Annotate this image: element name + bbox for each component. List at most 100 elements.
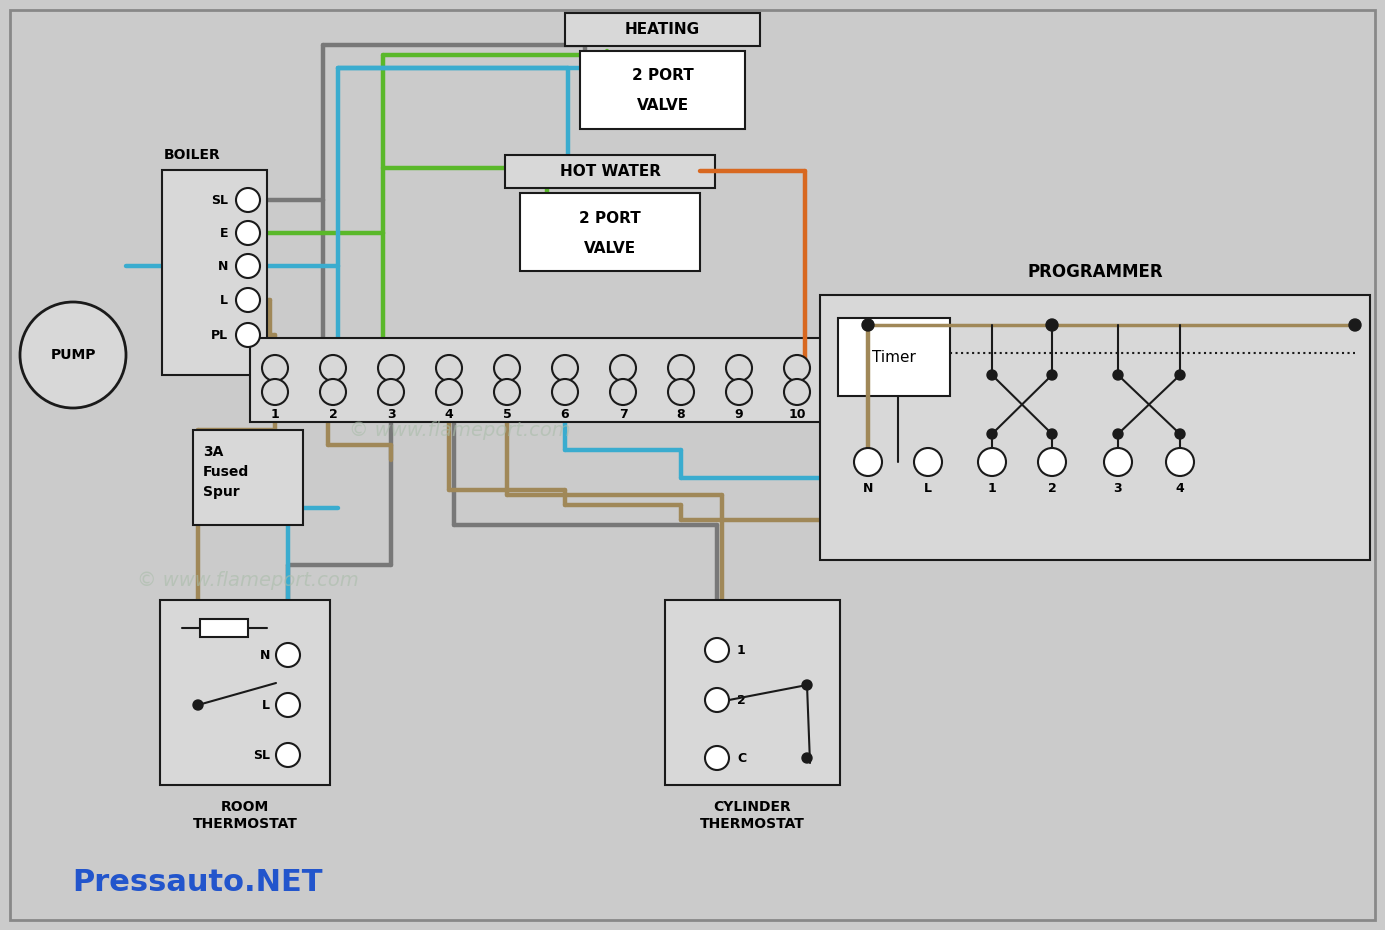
- Circle shape: [861, 319, 874, 331]
- Text: C: C: [737, 751, 747, 764]
- Text: E: E: [219, 227, 229, 240]
- Text: 4: 4: [445, 408, 453, 421]
- Circle shape: [609, 379, 636, 405]
- Text: Pressauto.NET: Pressauto.NET: [72, 868, 323, 897]
- Text: © www.flameport.com: © www.flameport.com: [349, 420, 571, 440]
- FancyBboxPatch shape: [251, 338, 850, 422]
- Circle shape: [705, 638, 729, 662]
- Text: 2: 2: [1047, 482, 1057, 495]
- Circle shape: [726, 355, 752, 381]
- Text: 2: 2: [737, 694, 745, 707]
- Text: PL: PL: [211, 328, 229, 341]
- FancyBboxPatch shape: [519, 193, 699, 271]
- FancyBboxPatch shape: [10, 10, 1375, 920]
- Text: 1: 1: [270, 408, 280, 421]
- FancyBboxPatch shape: [665, 600, 839, 785]
- Circle shape: [235, 221, 260, 245]
- Text: 2: 2: [328, 408, 338, 421]
- Circle shape: [1174, 429, 1186, 439]
- Circle shape: [978, 448, 1006, 476]
- Text: SL: SL: [211, 193, 229, 206]
- Text: 6: 6: [561, 408, 569, 421]
- Circle shape: [235, 323, 260, 347]
- Text: CYLINDER: CYLINDER: [713, 800, 791, 814]
- Circle shape: [262, 379, 288, 405]
- Circle shape: [19, 302, 126, 408]
- Text: 3: 3: [386, 408, 395, 421]
- Text: 7: 7: [619, 408, 627, 421]
- Circle shape: [1114, 370, 1123, 380]
- Text: SL: SL: [253, 749, 270, 762]
- Text: N: N: [217, 259, 229, 272]
- Text: 9: 9: [734, 408, 744, 421]
- Circle shape: [726, 379, 752, 405]
- Text: Timer: Timer: [873, 350, 915, 365]
- Circle shape: [784, 379, 810, 405]
- FancyBboxPatch shape: [161, 600, 330, 785]
- Circle shape: [436, 379, 463, 405]
- Text: 3A: 3A: [204, 445, 223, 459]
- Text: N: N: [863, 482, 873, 495]
- Circle shape: [988, 429, 997, 439]
- Text: ROOM: ROOM: [220, 800, 269, 814]
- Circle shape: [436, 355, 463, 381]
- Circle shape: [378, 379, 404, 405]
- Circle shape: [914, 448, 942, 476]
- Text: Fused: Fused: [204, 465, 249, 479]
- Circle shape: [705, 688, 729, 712]
- Circle shape: [1047, 370, 1057, 380]
- Circle shape: [235, 188, 260, 212]
- Circle shape: [802, 753, 812, 763]
- Circle shape: [668, 379, 694, 405]
- Circle shape: [494, 379, 519, 405]
- Text: 2 PORT: 2 PORT: [632, 69, 694, 84]
- Circle shape: [193, 700, 204, 710]
- Text: HEATING: HEATING: [625, 21, 699, 36]
- FancyBboxPatch shape: [820, 295, 1370, 560]
- Circle shape: [553, 379, 578, 405]
- Text: 1: 1: [988, 482, 996, 495]
- Circle shape: [494, 355, 519, 381]
- Circle shape: [668, 355, 694, 381]
- Text: L: L: [262, 698, 270, 711]
- Circle shape: [235, 288, 260, 312]
- Circle shape: [802, 680, 812, 690]
- Text: L: L: [924, 482, 932, 495]
- Circle shape: [320, 355, 346, 381]
- Circle shape: [320, 379, 346, 405]
- Circle shape: [609, 355, 636, 381]
- Circle shape: [553, 355, 578, 381]
- Text: PUMP: PUMP: [50, 348, 96, 362]
- Circle shape: [855, 448, 882, 476]
- FancyBboxPatch shape: [838, 318, 950, 396]
- Circle shape: [705, 746, 729, 770]
- Text: HOT WATER: HOT WATER: [560, 164, 661, 179]
- Text: VALVE: VALVE: [637, 99, 688, 113]
- Circle shape: [1037, 448, 1066, 476]
- Circle shape: [988, 370, 997, 380]
- Circle shape: [276, 643, 301, 667]
- Text: THERMOSTAT: THERMOSTAT: [193, 817, 298, 831]
- Circle shape: [276, 743, 301, 767]
- Text: BOILER: BOILER: [163, 148, 220, 162]
- Circle shape: [235, 254, 260, 278]
- FancyBboxPatch shape: [580, 51, 745, 129]
- Text: 2 PORT: 2 PORT: [579, 210, 641, 225]
- Text: THERMOSTAT: THERMOSTAT: [699, 817, 805, 831]
- FancyBboxPatch shape: [565, 13, 760, 46]
- Text: 3: 3: [1114, 482, 1122, 495]
- Circle shape: [1047, 429, 1057, 439]
- Circle shape: [378, 355, 404, 381]
- Circle shape: [1174, 370, 1186, 380]
- Text: 5: 5: [503, 408, 511, 421]
- Text: L: L: [220, 294, 229, 307]
- Circle shape: [262, 355, 288, 381]
- FancyBboxPatch shape: [199, 619, 248, 637]
- Text: N: N: [259, 648, 270, 661]
- Circle shape: [1104, 448, 1132, 476]
- Text: 4: 4: [1176, 482, 1184, 495]
- Text: 8: 8: [677, 408, 686, 421]
- FancyBboxPatch shape: [193, 430, 303, 525]
- Text: 10: 10: [788, 408, 806, 421]
- Text: Spur: Spur: [204, 485, 240, 499]
